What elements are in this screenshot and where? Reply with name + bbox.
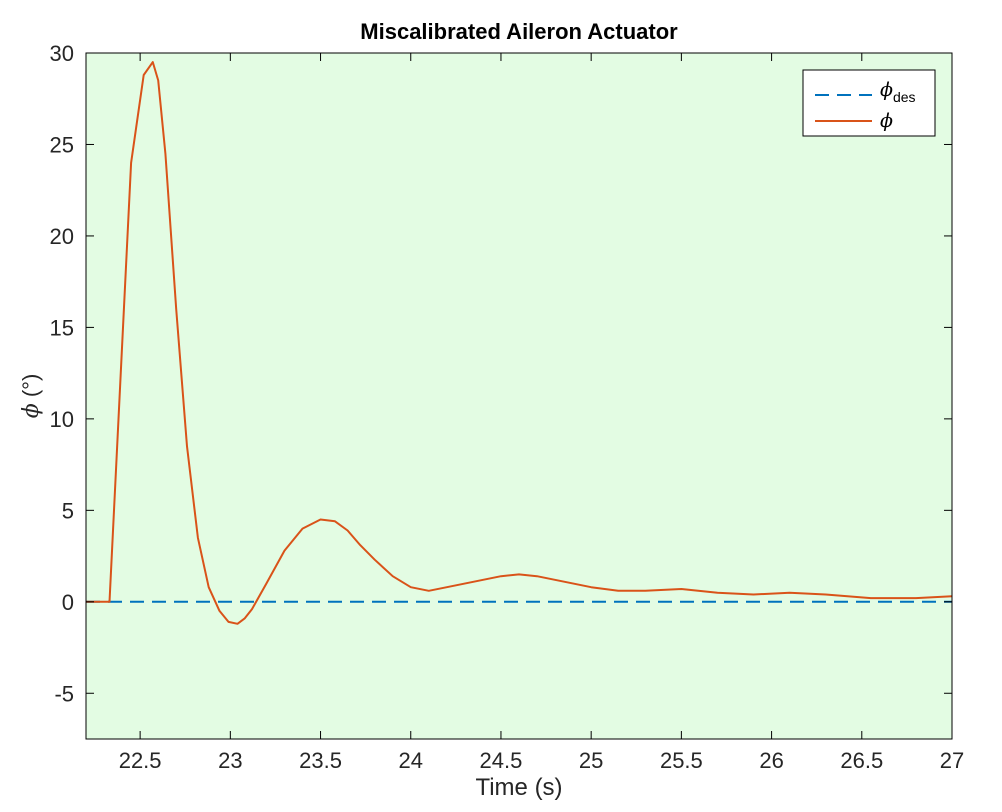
x-tick-label: 23.5 — [299, 748, 342, 773]
legend-box — [802, 69, 936, 137]
y-axis-label-symbol: ϕ — [19, 403, 44, 418]
y-tick-label: 0 — [62, 590, 74, 615]
y-tick-label: 15 — [50, 315, 74, 340]
legend-phi-des-subscript: des — [893, 89, 916, 105]
x-tick-label: 24 — [399, 748, 423, 773]
y-axis-label: ϕ (°) — [18, 374, 44, 419]
x-tick-label: 25.5 — [660, 748, 703, 773]
y-tick-label: 25 — [50, 132, 74, 157]
y-tick-label: -5 — [54, 681, 74, 706]
legend-entry-phi-des: ϕdes — [880, 79, 916, 105]
y-axis: -5 0 5 10 15 20 25 30 — [50, 41, 952, 706]
plot-area — [86, 53, 952, 739]
x-tick-label: 22.5 — [119, 748, 162, 773]
legend: ϕdes ϕ — [802, 69, 936, 137]
x-tick-label: 26 — [759, 748, 783, 773]
plot-frame — [85, 52, 953, 740]
y-axis-label-unit: (°) — [18, 374, 43, 404]
x-tick-label: 26.5 — [840, 748, 883, 773]
x-tick-label: 23 — [218, 748, 242, 773]
y-tick-label: 20 — [50, 224, 74, 249]
x-axis: 22.5 23 23.5 24 24.5 25 25.5 26 26.5 27 — [119, 53, 964, 773]
y-tick-label: 10 — [50, 407, 74, 432]
series-layer — [86, 61, 953, 625]
series-line-phi — [86, 61, 953, 625]
legend-phi-des-symbol: ϕ — [880, 79, 893, 101]
y-tick-label: 5 — [62, 498, 74, 523]
x-tick-label: 25 — [579, 748, 603, 773]
y-tick-label: 30 — [50, 41, 74, 66]
legend-entry-phi: ϕ — [880, 110, 893, 132]
x-tick-label: 27 — [940, 748, 964, 773]
x-tick-label: 24.5 — [480, 748, 523, 773]
legend-phi-symbol: ϕ — [880, 110, 893, 132]
chart-title: Miscalibrated Aileron Actuator — [360, 19, 678, 44]
x-axis-label: Time (s) — [475, 774, 562, 801]
